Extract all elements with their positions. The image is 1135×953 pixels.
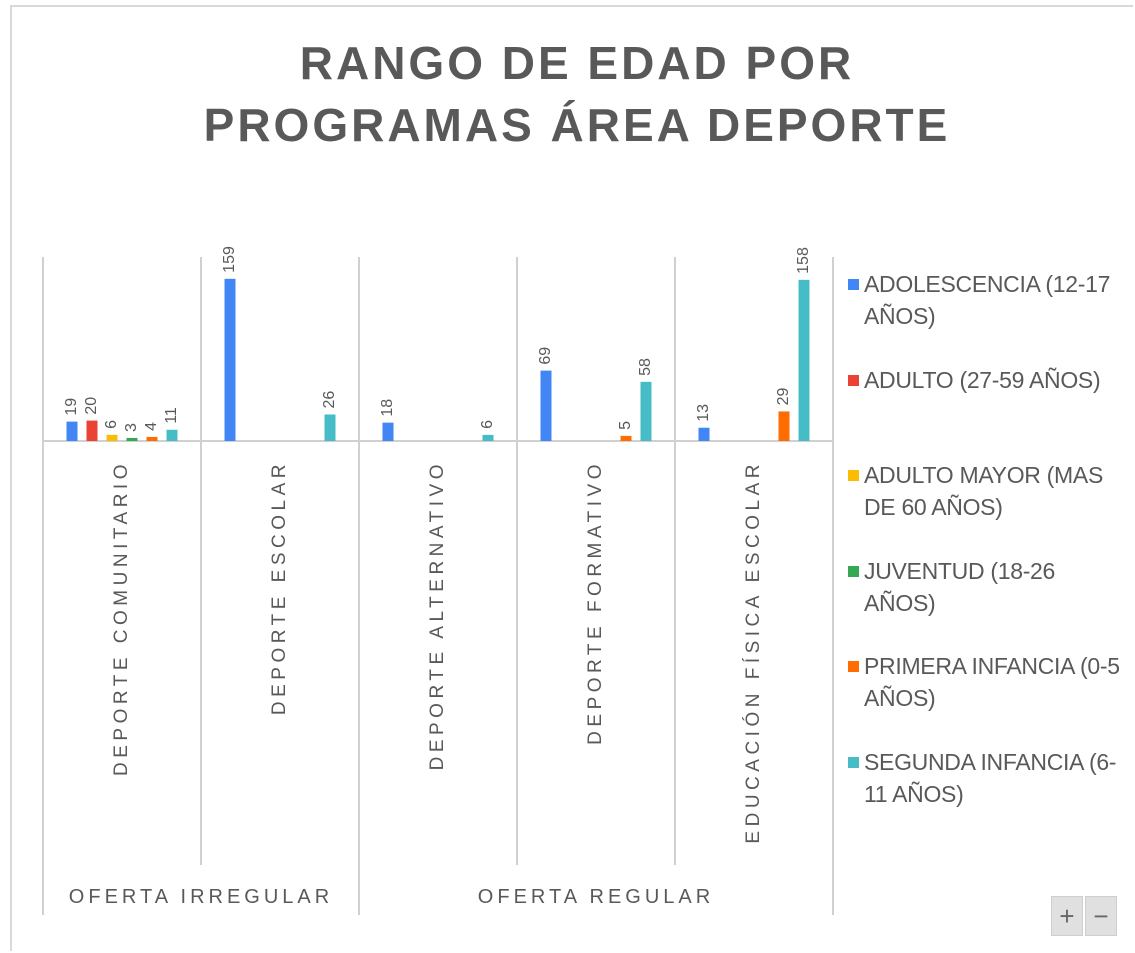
legend-item: SEGUNDA INFANCIA (6-11 AÑOS): [848, 746, 1120, 810]
bar: [382, 422, 394, 441]
bar: [640, 381, 652, 441]
data-label: 158: [795, 247, 812, 274]
legend-item: PRIMERA INFANCIA (0-5 AÑOS): [848, 650, 1120, 714]
bar: [66, 421, 78, 441]
data-label: 5: [617, 421, 634, 430]
bar: [482, 434, 494, 441]
legend-label: PRIMERA INFANCIA (0-5 AÑOS): [864, 653, 1120, 711]
data-label: 3: [123, 423, 140, 432]
data-label: 11: [163, 407, 180, 424]
legend-item: JUVENTUD (18-26 AÑOS): [848, 555, 1120, 619]
data-label: 69: [537, 347, 554, 365]
x-tick-label: DEPORTE FORMATIVO: [585, 460, 606, 745]
bar: [166, 429, 178, 441]
data-label: 4: [143, 422, 160, 431]
data-label: 26: [321, 391, 338, 409]
data-label: 19: [63, 398, 80, 416]
legend-item: ADOLESCENCIA (12-17 AÑOS): [848, 268, 1120, 332]
data-label: 29: [775, 388, 792, 406]
legend-label: ADULTO MAYOR (MAS DE 60 AÑOS): [864, 462, 1103, 520]
data-label: 13: [695, 404, 712, 422]
x-tick-label: DEPORTE ESCOLAR: [269, 460, 290, 716]
legend-label: SEGUNDA INFANCIA (6-11 AÑOS): [864, 748, 1117, 807]
zoom-out[interactable]: −: [1085, 896, 1117, 936]
bar: [146, 436, 158, 441]
data-label: 6: [479, 420, 496, 429]
bar: [778, 411, 790, 441]
bar: [798, 279, 810, 441]
data-label: 58: [637, 358, 654, 376]
data-label: 6: [103, 420, 120, 429]
data-label: 159: [221, 246, 238, 273]
bar: [540, 370, 552, 441]
legend-swatch: [848, 565, 859, 577]
legend-swatch: [848, 756, 859, 768]
legend-label: ADULTO (27-59 AÑOS): [864, 366, 1101, 393]
bar: [86, 420, 98, 441]
bar: [106, 434, 118, 441]
legend-item: ADULTO MAYOR (MAS DE 60 AÑOS): [848, 459, 1120, 523]
zoom-in[interactable]: +: [1051, 896, 1083, 936]
bar: [126, 437, 138, 441]
legend-item: ADULTO (27-59 AÑOS): [848, 364, 1120, 396]
group-label: OFERTA IRREGULAR: [68, 886, 334, 908]
x-tick-label: EDUCACIÓN FÍSICA ESCOLAR: [743, 460, 764, 844]
legend-swatch: [848, 470, 859, 481]
legend-label: JUVENTUD (18-26 AÑOS): [864, 557, 1056, 616]
data-label: 20: [83, 397, 100, 415]
bar: [620, 435, 632, 441]
frame: [10, 5, 1133, 951]
legend-label: ADOLESCENCIA (12-17 AÑOS): [864, 271, 1111, 329]
legend-swatch: [848, 661, 859, 672]
bar: [324, 414, 336, 441]
data-label: 18: [379, 399, 396, 417]
legend-swatch: [848, 374, 859, 386]
bar: [224, 278, 236, 441]
legend-swatch: [848, 279, 859, 290]
x-tick-label: DEPORTE COMUNITARIO: [111, 460, 132, 776]
chart-title: RANGO DE EDAD POR PROGRAMAS ÁREA DEPORTE: [203, 37, 951, 151]
bar: [698, 427, 710, 441]
x-tick-label: DEPORTE ALTERNATIVO: [427, 460, 448, 771]
group-label: OFERTA REGULAR: [477, 886, 715, 908]
